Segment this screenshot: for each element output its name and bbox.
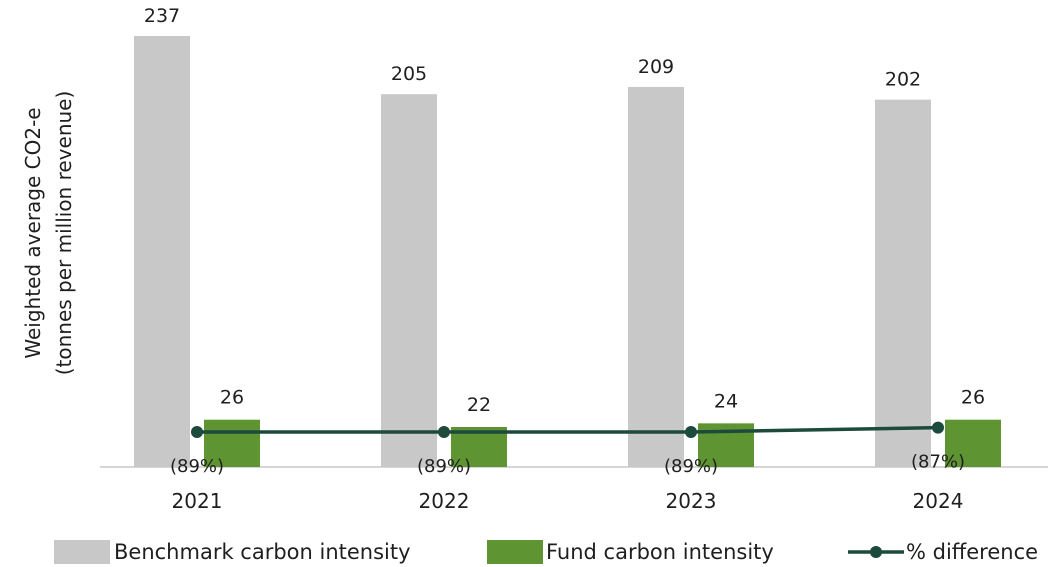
x-tick-label-2021: 2021 — [172, 489, 223, 513]
benchmark-value-label-2023: 209 — [638, 56, 674, 78]
legend-layer: Benchmark carbon intensity Fund carbon in… — [54, 540, 1038, 564]
benchmark-bar-2021 — [134, 36, 190, 467]
legend-swatch-benchmark — [54, 540, 110, 564]
benchmark-value-label-2024: 202 — [885, 69, 921, 91]
benchmark-bar-2023 — [628, 86, 684, 467]
legend-swatch-pct-difference-marker — [870, 546, 882, 558]
legend-label-benchmark: Benchmark carbon intensity — [114, 540, 411, 564]
pct-difference-label-2023: (89%) — [664, 456, 718, 477]
fund-value-label-2022: 22 — [467, 394, 491, 416]
benchmark-bar-2024 — [875, 99, 931, 468]
bars-layer — [134, 36, 1001, 468]
pct-difference-label-2021: (89%) — [170, 456, 224, 477]
legend-label-fund: Fund carbon intensity — [546, 540, 774, 564]
fund-bar-2021 — [204, 419, 260, 467]
y-axis-title-line1: Weighted average CO2-e — [21, 107, 45, 358]
x-tick-label-2022: 2022 — [419, 489, 470, 513]
legend-swatch-fund — [487, 540, 543, 564]
x-tick-label-2023: 2023 — [666, 489, 717, 513]
labels-layer: 237 26 2021 205 22 2022 209 24 2023 202 26 2024 (89%… — [144, 5, 985, 513]
pct-difference-point-2022 — [438, 426, 450, 438]
fund-value-label-2024: 26 — [961, 387, 985, 409]
pct-difference-point-2023 — [685, 426, 697, 438]
benchmark-value-label-2022: 205 — [391, 63, 427, 85]
fund-bar-2024 — [945, 419, 1001, 467]
x-tick-label-2024: 2024 — [913, 489, 964, 513]
fund-value-label-2023: 24 — [714, 390, 738, 412]
y-axis-title-line2: (tonnes per million revenue) — [52, 91, 76, 376]
benchmark-value-label-2021: 237 — [144, 5, 180, 27]
fund-value-label-2021: 26 — [220, 387, 244, 409]
pct-difference-label-2024: (87%) — [911, 452, 965, 473]
pct-difference-point-2021 — [191, 426, 203, 438]
line-layer — [191, 421, 944, 438]
pct-difference-label-2022: (89%) — [417, 456, 471, 477]
benchmark-bar-2022 — [381, 94, 437, 467]
pct-difference-line — [197, 425, 939, 434]
pct-difference-point-2024 — [932, 421, 944, 434]
legend-label-pct-difference: % difference — [906, 540, 1038, 564]
